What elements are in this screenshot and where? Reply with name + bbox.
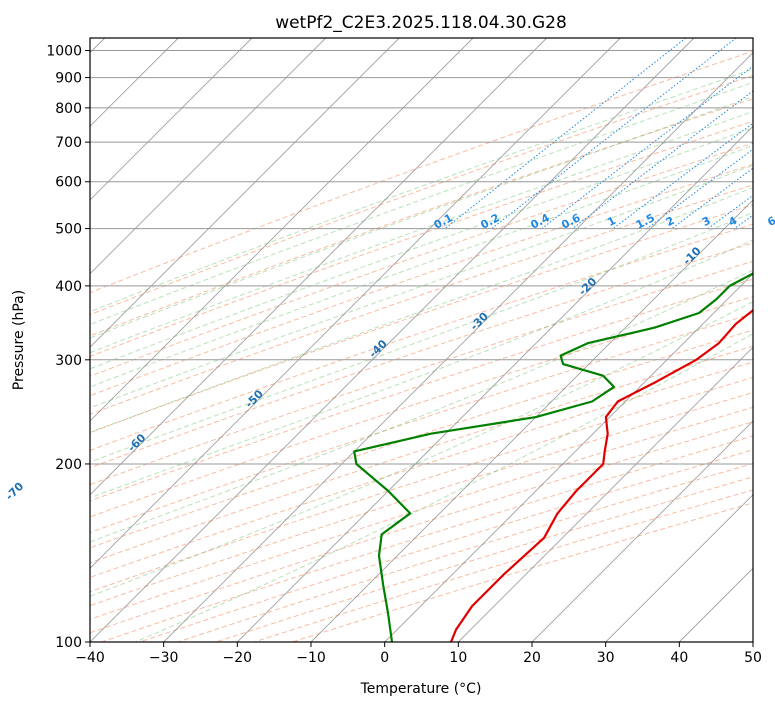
dry-adiabat-line — [90, 361, 753, 578]
x-tick-label: −20 — [223, 650, 253, 666]
x-tick-label: 40 — [670, 650, 688, 666]
mixing-ratio-line — [541, 65, 753, 229]
y-axis-label: Pressure (hPa) — [11, 290, 27, 390]
x-tick-label: 30 — [597, 650, 615, 666]
dry-adiabat-line — [90, 345, 753, 564]
y-tick-label: 400 — [55, 279, 82, 295]
isotherm-line — [90, 38, 621, 569]
x-tick-label: 10 — [449, 650, 467, 666]
isotherm-line — [310, 199, 753, 642]
y-tick-label: 800 — [55, 101, 82, 117]
axes: −40 −30 −20 −10 0 10 20 30 40 50 100 200 300 400 500 60… — [46, 44, 762, 666]
dry-adiabat-line — [90, 278, 753, 502]
grid-lines — [90, 38, 753, 642]
y-tick-label: 700 — [55, 135, 82, 151]
dry-adiabat-line — [90, 312, 753, 534]
temperature-line — [449, 308, 753, 642]
dry-adiabat-line — [90, 163, 753, 397]
chart-title: wetPf2_C2E3.2025.118.04.30.G28 — [275, 13, 567, 33]
x-tick-label: −10 — [296, 650, 326, 666]
dry-adiabat-line — [90, 204, 753, 434]
plot-area — [90, 38, 753, 642]
y-tick-label: 100 — [55, 635, 82, 651]
dry-adiabat-line — [90, 242, 753, 469]
dry-adiabat-line — [90, 392, 753, 607]
isotherm-line — [457, 346, 753, 642]
x-tick-label: −40 — [75, 650, 105, 666]
background-lines — [90, 38, 753, 642]
x-tick-label: 50 — [744, 650, 762, 666]
isotherm-line — [90, 38, 548, 496]
isotherm-line — [752, 641, 753, 642]
dry-adiabat-line — [90, 223, 753, 451]
isotherm-line — [531, 420, 753, 642]
isotherm-line — [163, 52, 753, 642]
moist-adiabat-line — [90, 186, 753, 434]
moist-adiabat-line — [90, 164, 753, 409]
x-tick-label: 20 — [523, 650, 541, 666]
y-tick-label: 900 — [55, 71, 82, 87]
isotherm-line — [236, 125, 753, 642]
moist-adiabat-line — [90, 211, 753, 463]
mixing-ratio-line — [671, 167, 753, 229]
isotherm-line — [90, 38, 327, 275]
x-axis-label: Temperature (°C) — [360, 681, 482, 697]
moist-adiabat-line — [90, 301, 753, 597]
dry-adiabat-line — [90, 376, 753, 593]
x-tick-label: 0 — [380, 650, 389, 666]
dewpoint-line — [353, 272, 753, 642]
x-tick-label: −30 — [149, 650, 179, 666]
isotherm-line — [90, 38, 400, 348]
dry-adiabat-line — [90, 295, 753, 518]
mixing-ratio-line — [612, 122, 753, 229]
y-tick-label: 1000 — [46, 44, 82, 60]
y-tick-label: 200 — [55, 457, 82, 473]
mixing-ratio-label: 6 — [765, 214, 775, 229]
profiles — [353, 272, 753, 642]
moist-adiabat-line — [90, 239, 753, 499]
y-tick-label: 300 — [55, 353, 82, 369]
isotherm-line — [90, 38, 474, 422]
plot-frame — [89, 37, 754, 643]
dry-adiabat-line — [90, 98, 753, 337]
y-tick-label: 500 — [55, 222, 82, 238]
moist-adiabat-line — [90, 269, 753, 543]
dry-adiabat-line — [90, 329, 753, 549]
isotherm-line — [90, 38, 253, 201]
isotherm-line — [90, 38, 695, 642]
y-tick-label: 600 — [55, 175, 82, 191]
dry-adiabat-line — [90, 50, 753, 294]
isotherm-line — [605, 494, 753, 642]
isotherm-label: -70 — [3, 480, 26, 503]
dry-adiabat-line — [90, 142, 753, 377]
mixing-ratio-line — [444, 38, 687, 229]
isotherm-line — [384, 273, 753, 642]
mixing-ratio-line — [491, 38, 737, 229]
